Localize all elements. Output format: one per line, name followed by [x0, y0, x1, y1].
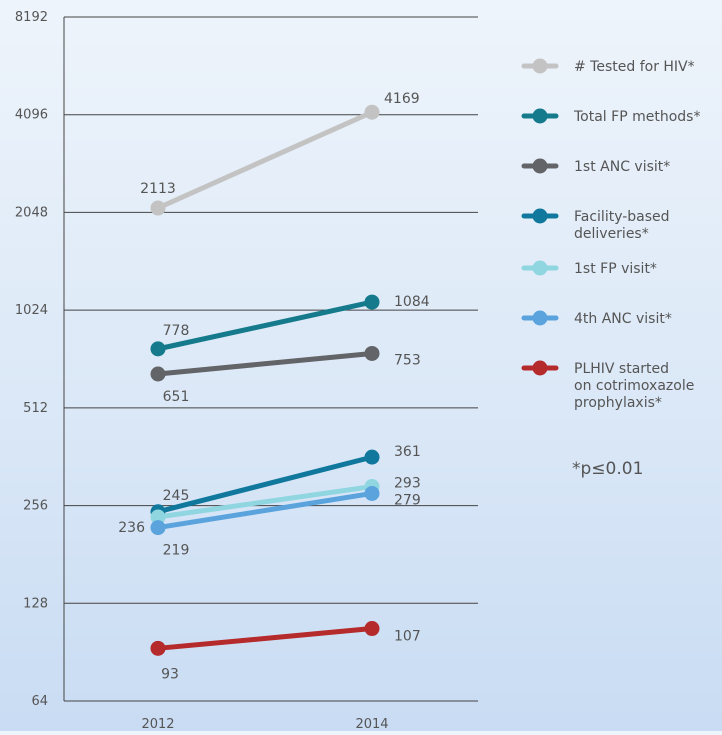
data-point: [150, 366, 166, 382]
y-tick-label: 128: [23, 596, 48, 611]
data-label: 4169: [384, 91, 420, 107]
data-label: 279: [394, 492, 421, 508]
legend-swatch-dot: [532, 260, 548, 276]
axis-layer: 8192 4096 2048 1024 512 256 128 64 2012 2014: [15, 10, 389, 732]
legend-swatch-dot: [532, 158, 548, 174]
data-label: 651: [163, 389, 190, 405]
y-tick-label: 4096: [15, 108, 48, 123]
series-line: [155, 626, 375, 651]
data-label: 293: [394, 476, 421, 492]
series-line: [155, 484, 375, 520]
legend-item: 1st FP visit*: [521, 260, 657, 277]
y-tick-label: 8192: [15, 10, 48, 25]
series-line: [155, 490, 375, 531]
data-point: [364, 621, 380, 637]
legend-item: 1st ANC visit*: [521, 158, 670, 175]
data-label: 107: [394, 629, 421, 645]
series-3: 245 361: [150, 444, 421, 520]
data-label: 245: [163, 488, 190, 504]
legend-item: PLHIV started on cotrimoxazole prophylaxis…: [521, 360, 694, 411]
series-0: 2113 4169: [140, 91, 420, 216]
legend-item: Total FP methods*: [521, 108, 700, 125]
legend-item: Facility-based deliveries*: [521, 208, 670, 242]
legend-label: # Tested for HIV*: [574, 59, 695, 75]
series-6: 93 107: [150, 621, 421, 682]
data-point: [150, 200, 166, 216]
y-tick-label: 1024: [15, 303, 48, 318]
y-tick-label: 64: [31, 694, 48, 709]
data-point: [150, 640, 166, 656]
data-point: [364, 104, 380, 120]
data-label: 93: [161, 666, 179, 682]
legend-swatch-dot: [532, 58, 548, 74]
data-point: [364, 345, 380, 361]
data-label: 778: [163, 323, 190, 339]
series-line: [155, 350, 375, 377]
data-point: [364, 294, 380, 310]
legend: # Tested for HIV* Total FP methods* 1st AN…: [521, 58, 700, 479]
legend-swatch-dot: [532, 208, 548, 224]
y-tick-label: 2048: [15, 205, 48, 220]
legend-label: 1st FP visit*: [574, 261, 657, 277]
legend-swatch-dot: [532, 310, 548, 326]
y-tick-label: 512: [23, 401, 48, 416]
x-tick-label: 2012: [141, 717, 174, 731]
series-line: [155, 299, 375, 352]
data-label: 2113: [140, 181, 176, 197]
legend-item: 4th ANC visit*: [521, 310, 672, 327]
series-4: 236 293: [118, 476, 420, 536]
data-point: [150, 509, 166, 525]
series-line: [155, 109, 375, 211]
legend-label: PLHIV started on cotrimoxazole prophylaxis…: [574, 361, 694, 411]
legend-label: 1st ANC visit*: [574, 159, 670, 175]
legend-label: Total FP methods*: [573, 109, 700, 125]
grid-layer: [64, 16, 478, 702]
data-label: 236: [118, 520, 145, 536]
legend-item: # Tested for HIV*: [521, 58, 695, 75]
series-layer: 2113 4169 778 1084 651 753 245 361 236 293 219 279 9…: [118, 91, 429, 682]
series-1: 778 1084: [150, 294, 430, 357]
series-2: 651 753: [150, 345, 421, 405]
data-point: [364, 485, 380, 501]
y-tick-label: 256: [23, 499, 48, 514]
data-label: 1084: [394, 294, 430, 310]
data-label: 361: [394, 444, 421, 460]
data-label: 219: [163, 543, 190, 559]
series-line: [155, 454, 375, 515]
significance-note: *p≤0.01: [572, 459, 643, 479]
data-label: 753: [394, 352, 421, 368]
legend-label: 4th ANC visit*: [574, 311, 672, 327]
x-tick-label: 2014: [355, 717, 388, 731]
series-5: 219 279: [150, 485, 421, 559]
legend-label: Facility-based deliveries*: [574, 209, 670, 242]
data-point: [150, 520, 166, 536]
data-point: [150, 341, 166, 357]
data-point: [364, 449, 380, 465]
legend-swatch-dot: [532, 360, 548, 376]
legend-swatch-dot: [532, 108, 548, 124]
